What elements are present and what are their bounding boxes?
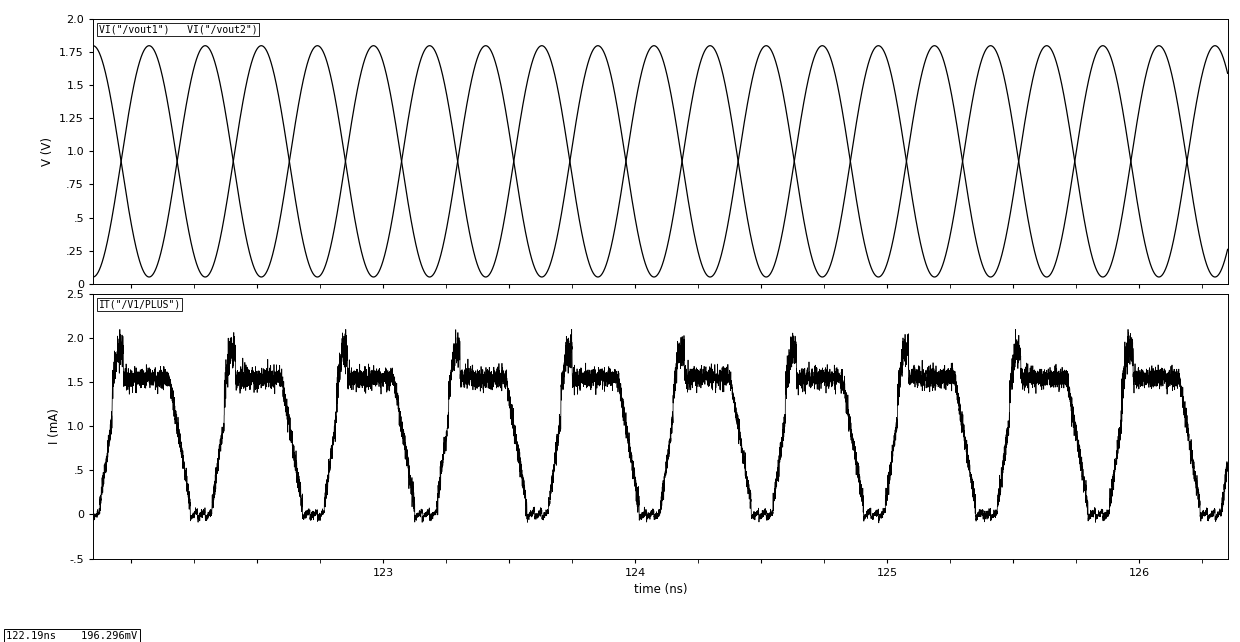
X-axis label: time (ns): time (ns) [634,583,687,596]
Y-axis label: I (mA): I (mA) [47,408,61,444]
Text: IT("/V1/PLUS"): IT("/V1/PLUS") [99,299,181,309]
Text: VI("/vout1")   VI("/vout2"): VI("/vout1") VI("/vout2") [99,24,257,35]
Y-axis label: V (V): V (V) [41,137,53,166]
Text: 122.19ns    196.296mV: 122.19ns 196.296mV [6,631,138,641]
